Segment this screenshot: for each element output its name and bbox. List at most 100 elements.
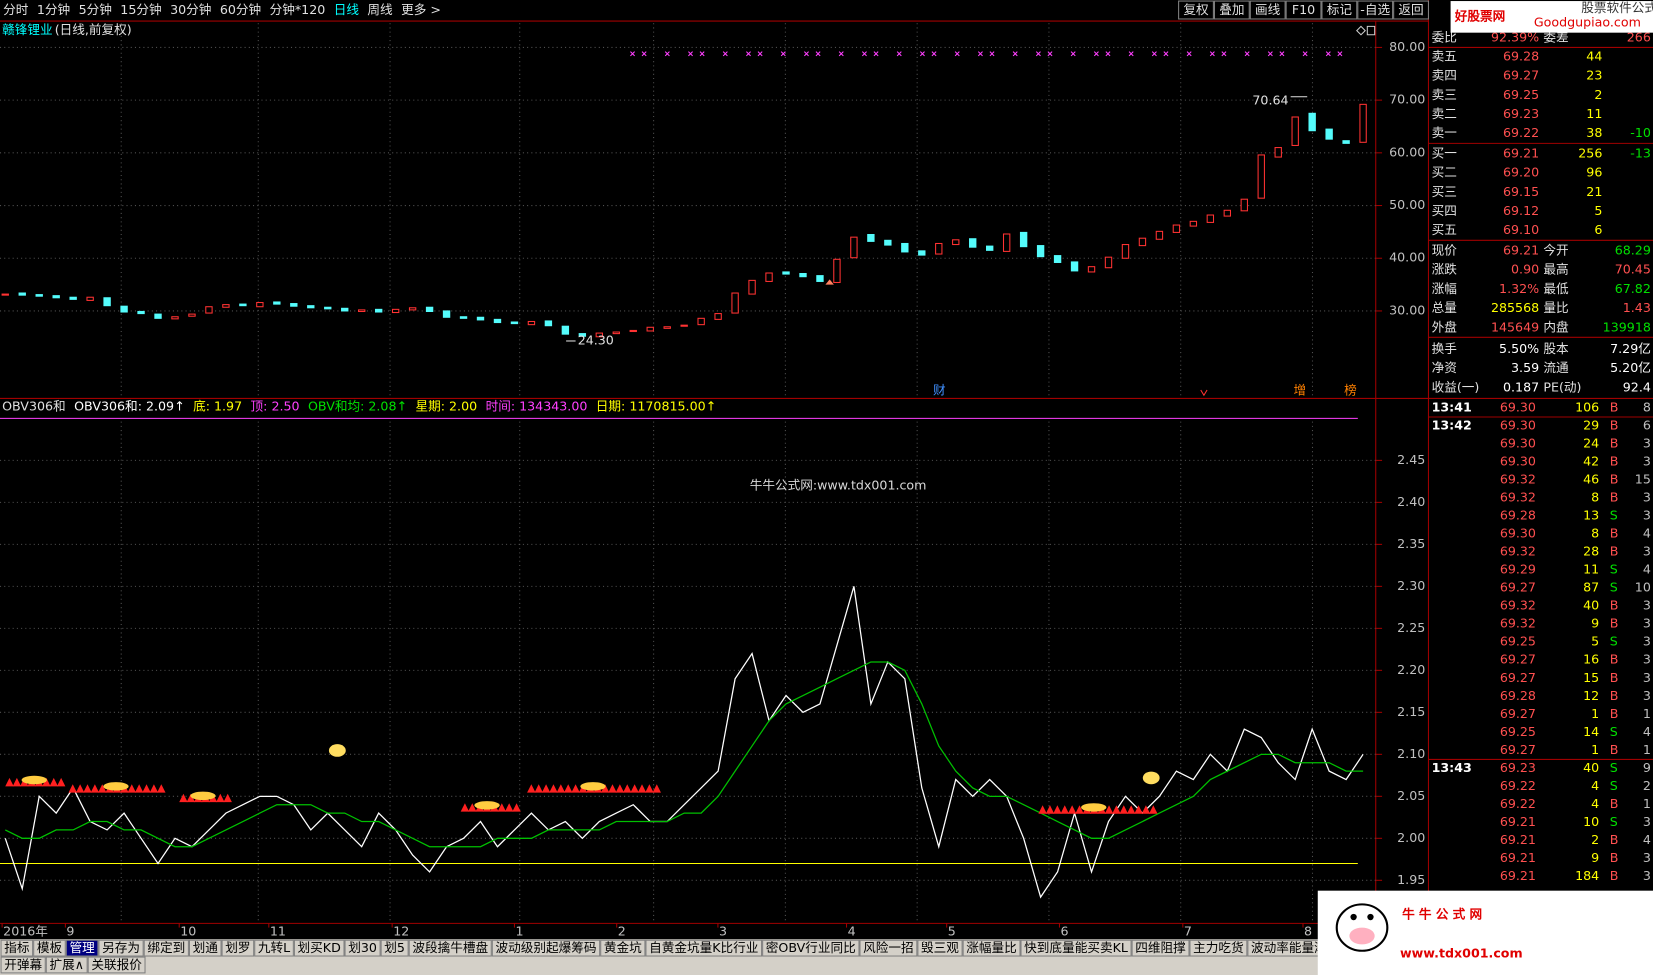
tab[interactable] xyxy=(65,939,99,957)
candle xyxy=(1308,112,1316,132)
tick-volume: 42 xyxy=(1583,453,1599,468)
book-level: 卖四 xyxy=(1432,68,1457,83)
tab-label[interactable]: 快到底量能买卖KL xyxy=(1024,940,1128,955)
indicator-value: 日期: 1170815.00↑ xyxy=(596,398,716,413)
tab[interactable] xyxy=(188,939,222,957)
toolbar-button[interactable] xyxy=(1213,0,1250,20)
event-marker[interactable]: 财 xyxy=(933,383,946,398)
tab[interactable] xyxy=(98,939,144,957)
toolbar-button-label[interactable]: F10 xyxy=(1292,2,1315,17)
stat-label: 内盘 xyxy=(1543,320,1569,335)
tab[interactable] xyxy=(1020,939,1132,957)
signal-triangle xyxy=(637,784,647,793)
period-tab[interactable]: 5分钟 xyxy=(79,2,112,17)
tab[interactable] xyxy=(344,939,381,957)
tab[interactable] xyxy=(762,939,860,957)
tab[interactable] xyxy=(143,939,189,957)
tab-label[interactable]: 划买KD xyxy=(298,940,341,955)
toolbar-button[interactable] xyxy=(1249,0,1286,20)
tab[interactable] xyxy=(1131,939,1190,957)
candle xyxy=(493,318,502,324)
tab-label[interactable]: 波段擒牛槽盘 xyxy=(412,940,488,955)
toolbar-button[interactable] xyxy=(1357,0,1394,20)
toolbar-button-label[interactable]: 叠加 xyxy=(1219,2,1244,17)
y-tick-label: 2.35 xyxy=(1397,536,1425,551)
period-tab[interactable]: 分钟*120 xyxy=(270,2,326,17)
tab[interactable] xyxy=(380,939,409,957)
tab-label[interactable]: 划30 xyxy=(348,940,377,955)
period-tab[interactable]: 1分钟 xyxy=(37,2,70,17)
tab[interactable] xyxy=(962,939,1021,957)
signal-mark xyxy=(641,51,647,57)
toolbar-button[interactable] xyxy=(1321,0,1358,20)
tab[interactable] xyxy=(33,939,66,957)
tab-label[interactable]: 扩展∧ xyxy=(49,957,84,972)
toolbar-button-label[interactable]: 复权 xyxy=(1183,2,1209,17)
period-tab[interactable]: 日线 xyxy=(334,2,360,17)
tab-label[interactable]: 波动级别起爆筹码 xyxy=(495,940,596,955)
tab[interactable] xyxy=(408,939,492,957)
period-tab[interactable]: 60分钟 xyxy=(220,2,261,17)
tab-label[interactable]: 另存为 xyxy=(102,940,140,955)
tab[interactable] xyxy=(600,939,646,957)
toolbar-button[interactable] xyxy=(1285,0,1322,20)
toolbar-button[interactable] xyxy=(1393,0,1429,20)
tab[interactable] xyxy=(645,939,763,957)
tab-label[interactable]: 黄金坑 xyxy=(604,940,642,955)
tab[interactable] xyxy=(45,956,88,974)
tab[interactable] xyxy=(293,939,345,957)
tab-label[interactable]: 划通 xyxy=(193,940,219,955)
signal-triangle xyxy=(149,784,159,793)
tab-label[interactable]: 九转L xyxy=(258,940,290,955)
toolbar-button-label[interactable]: 标记 xyxy=(1327,2,1353,17)
tab-label[interactable]: 划5 xyxy=(384,940,405,955)
tab[interactable] xyxy=(87,956,146,974)
book-level: 买四 xyxy=(1432,203,1457,218)
toolbar-button-label[interactable]: -自选 xyxy=(1360,2,1390,17)
y-tick-label: 2.30 xyxy=(1397,578,1425,593)
tab-label[interactable]: 主力吃货 xyxy=(1193,940,1244,955)
signal-triangle xyxy=(134,784,144,793)
period-tab[interactable]: 15分钟 xyxy=(120,2,161,17)
tab[interactable] xyxy=(221,939,255,957)
y-tick-label: 1.95 xyxy=(1397,872,1425,887)
tab-label[interactable]: 风险一招 xyxy=(863,940,914,955)
toolbar-button-label[interactable]: 返回 xyxy=(1398,2,1423,17)
tab-label[interactable]: 毁三观 xyxy=(921,940,959,955)
tab-label[interactable]: 开弹幕 xyxy=(4,957,42,972)
tab-label[interactable]: 模板 xyxy=(37,940,63,955)
period-tab[interactable]: 更多 > xyxy=(401,2,441,17)
tab[interactable] xyxy=(0,956,46,974)
tab[interactable] xyxy=(254,939,294,957)
event-marker[interactable]: 增 xyxy=(1294,383,1307,398)
tab-label[interactable]: 四维阻撑 xyxy=(1135,940,1186,955)
period-tab[interactable]: 30分钟 xyxy=(170,2,211,17)
tick-volume: 29 xyxy=(1583,417,1599,432)
tab-label[interactable]: 管理 xyxy=(69,940,95,955)
toolbar-button-label[interactable]: 画线 xyxy=(1255,2,1281,17)
x-tick-label: 7 xyxy=(1184,923,1192,938)
tab[interactable] xyxy=(1189,939,1248,957)
watermark: 牛牛公式网:www.tdx001.com xyxy=(750,477,927,492)
tab[interactable] xyxy=(859,939,918,957)
tab-label[interactable]: 绑定到 xyxy=(147,940,185,955)
tab-label[interactable]: 指标 xyxy=(4,940,30,955)
tab-label[interactable]: 密OBV行业同比 xyxy=(766,940,856,955)
period-tab[interactable]: 分时 xyxy=(3,2,29,17)
tick-side: B xyxy=(1610,526,1619,541)
tab-label[interactable]: 自黄金坑量K比行业 xyxy=(649,940,758,955)
tick-price: 69.21 xyxy=(1500,832,1536,847)
tab-label[interactable]: 划罗 xyxy=(225,940,250,955)
tab-label[interactable]: 关联报价 xyxy=(91,957,142,972)
period-tab[interactable]: 周线 xyxy=(367,2,393,17)
stat-label: 外盘 xyxy=(1432,320,1458,335)
tab[interactable] xyxy=(917,939,963,957)
candle xyxy=(510,321,519,325)
tab-label[interactable]: 涨幅量比 xyxy=(966,940,1017,955)
signal-bag xyxy=(1081,803,1107,812)
tick-side: B xyxy=(1610,490,1619,505)
event-marker[interactable]: 榜 xyxy=(1344,383,1357,398)
tab[interactable] xyxy=(491,939,601,957)
toolbar-button[interactable] xyxy=(1178,0,1214,20)
tab[interactable] xyxy=(0,939,34,957)
